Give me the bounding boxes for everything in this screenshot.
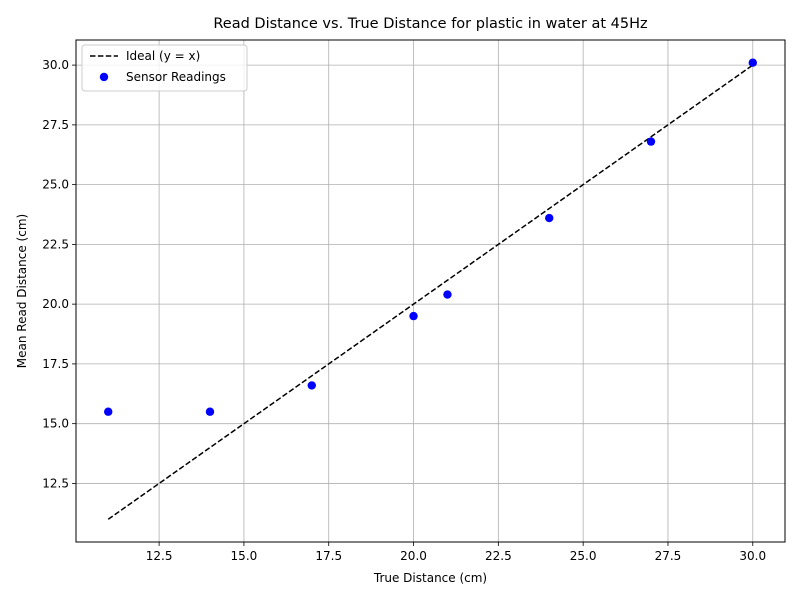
y-tick-label: 25.0 — [42, 178, 69, 192]
ticks: 12.5 15.0 17.5 20.0 22.5 25.0 27.5 30.0 12.5 15.0… — [42, 58, 766, 563]
x-axis-label: True Distance (cm) — [373, 571, 487, 585]
y-tick-label: 20.0 — [42, 297, 69, 311]
y-tick-label: 30.0 — [42, 58, 69, 72]
sensor-reading-point — [307, 381, 316, 390]
sensor-reading-point — [545, 213, 554, 223]
sensor-reading-point — [205, 407, 215, 416]
x-tick-label: 30.0 — [739, 549, 766, 563]
y-tick-label: 22.5 — [42, 237, 69, 251]
y-tick-label: 12.5 — [42, 476, 69, 490]
y-axis-label: Mean Read Distance (cm) — [15, 214, 29, 368]
x-tick-label: 25.0 — [570, 549, 597, 563]
series — [104, 58, 757, 520]
y-tick-label: 15.0 — [42, 417, 69, 431]
x-tick-label: 22.5 — [485, 549, 512, 563]
sensor-reading-point — [409, 311, 418, 321]
sensor-reading-point — [748, 58, 757, 67]
sensor-reading-point — [443, 290, 452, 299]
legend-sensor-marker-swatch — [99, 72, 109, 82]
legend-box — [81, 44, 248, 92]
legend-ideal-label: Ideal (y = x) — [126, 49, 200, 63]
ideal-line — [107, 64, 754, 520]
grid — [76, 40, 785, 542]
plot-frame — [75, 39, 786, 543]
x-tick-label: 17.5 — [315, 549, 342, 563]
y-tick-label: 27.5 — [42, 118, 69, 132]
chart-title: Read Distance vs. True Distance for plas… — [213, 16, 647, 32]
x-tick-label: 20.0 — [400, 549, 427, 563]
x-tick-label: 15.0 — [231, 549, 258, 563]
x-tick-label: 27.5 — [655, 549, 682, 563]
legend-sensor-label: Sensor Readings — [126, 70, 226, 84]
sensor-reading-point — [646, 137, 656, 146]
legend: Ideal (y = x) Sensor Readings — [81, 44, 248, 92]
sensor-reading-point — [104, 407, 113, 416]
x-tick-label: 12.5 — [146, 549, 173, 563]
y-tick-label: 17.5 — [42, 357, 69, 371]
